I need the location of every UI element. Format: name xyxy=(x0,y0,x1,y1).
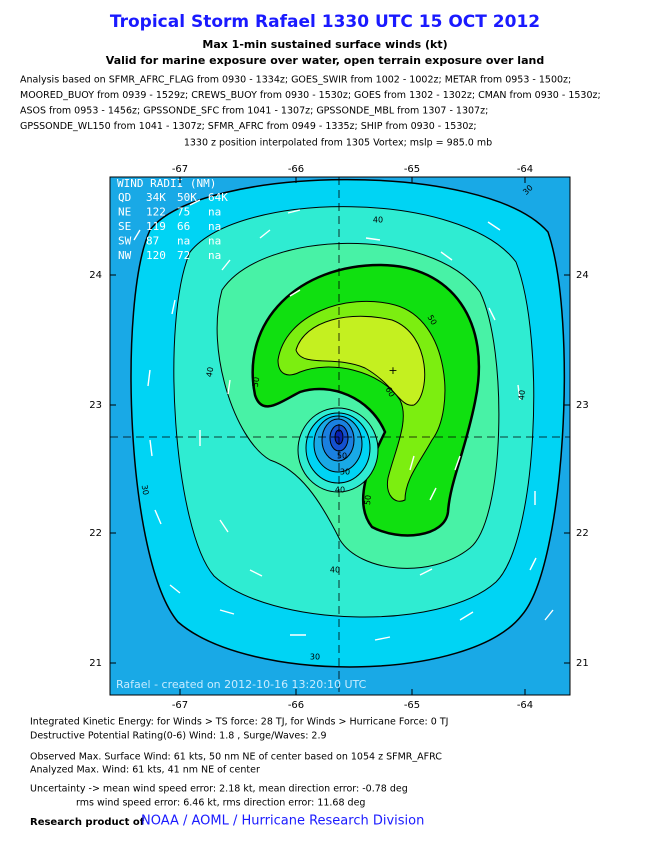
contour-label: 30 xyxy=(310,653,320,662)
footer-line: Analyzed Max. Wind: 61 kts, 41 nm NE of … xyxy=(30,765,260,776)
analysis-line: ASOS from 0953 - 1456z; GPSSONDE_SFC fro… xyxy=(20,106,488,117)
wind-vectors xyxy=(133,199,554,641)
wind-radii-cell: 120 xyxy=(146,249,166,262)
footer-line: Integrated Kinetic Energy: for Winds > T… xyxy=(30,717,448,728)
wind-radii-cell: 75 xyxy=(177,206,190,219)
title: Tropical Storm Rafael 1330 UTC 15 OCT 20… xyxy=(110,12,540,32)
wind-radii-cell: 34K xyxy=(146,191,166,204)
contour xyxy=(295,315,426,406)
contour-label: 50 xyxy=(251,376,262,388)
wind-radii-title: WIND RADII (NM) xyxy=(117,177,216,190)
wind-radii-cell: 50K xyxy=(177,191,197,204)
contour-label: 40 xyxy=(373,216,383,225)
footer-line: Uncertainty -> mean wind speed error: 2.… xyxy=(30,784,408,795)
axis-labels: -67 -67 -66 -66 -65 -65 -64 -64 24 24 23 23 22 22 21 21 xyxy=(89,164,588,711)
contour-label: 30 xyxy=(140,484,151,496)
position: 1330 z position interpolated from 1305 V… xyxy=(184,138,492,149)
wind-radii-cell: 119 xyxy=(146,220,166,233)
lon-label: -66 xyxy=(288,164,304,175)
analysis: Analysis based on SFMR_AFRC_FLAG from 09… xyxy=(20,75,601,133)
lat-label: 23 xyxy=(576,400,589,411)
lat-label: 23 xyxy=(89,400,102,411)
wind-radii-cell: na xyxy=(208,235,221,248)
research: Research product of xyxy=(30,817,145,828)
lon-label: -65 xyxy=(404,700,420,711)
contour-label: 40 xyxy=(330,566,340,575)
footer-line: Destructive Potential Rating(0-6) Wind: … xyxy=(30,731,327,742)
lon-label: -64 xyxy=(517,164,533,175)
contour-label: 40 xyxy=(517,390,527,401)
wind-radii-cell: NE xyxy=(118,206,131,219)
contour-label: 50 xyxy=(426,313,439,326)
wind-radii-cell: SW xyxy=(118,235,132,248)
wind-radii-cell: na xyxy=(208,249,221,262)
lat-label: 21 xyxy=(89,658,102,669)
map-frame xyxy=(109,176,571,696)
contour-label: 30 xyxy=(340,468,350,477)
contour-label: 50 xyxy=(363,495,373,506)
wind-radii-cell: NW xyxy=(118,249,132,262)
lon-label: -64 xyxy=(517,700,533,711)
lat-label: 22 xyxy=(576,528,589,539)
wind-radii-cell: QD xyxy=(118,191,131,204)
footer-line: Observed Max. Surface Wind: 61 kts, 50 n… xyxy=(30,752,442,763)
credit: Rafael - created on 2012-10-16 13:20:10 … xyxy=(116,678,367,691)
lon-label: -65 xyxy=(404,164,420,175)
lon-label: -67 xyxy=(172,700,188,711)
subtitle: Valid for marine exposure over water, op… xyxy=(106,54,544,67)
analysis-line: Analysis based on SFMR_AFRC_FLAG from 09… xyxy=(20,75,571,86)
center-lines xyxy=(110,177,570,695)
analysis-line: MOORED_BUOY from 0939 - 1529z; CREWS_BUO… xyxy=(20,90,601,101)
lat-label: 21 xyxy=(576,658,589,669)
lat-label: 24 xyxy=(576,270,589,281)
wind-radii-cell: SE xyxy=(118,220,131,233)
wind-radii-cell: 72 xyxy=(177,249,190,262)
max-wind-marker: + xyxy=(388,364,397,377)
wind-radii-cell: 64K xyxy=(208,191,228,204)
lon-label: -67 xyxy=(172,164,188,175)
wind-radii: WIND RADII (NM) QD 34K 50K 64K NE 122 75 na SE 11… xyxy=(117,177,228,262)
wind-radii-cell: na xyxy=(208,220,221,233)
lat-label: 22 xyxy=(89,528,102,539)
footer: Integrated Kinetic Energy: for Winds > T… xyxy=(30,717,448,809)
contour-label: 60 xyxy=(384,385,397,398)
wind-radii-cell: na xyxy=(208,206,221,219)
lat-label: 24 xyxy=(89,270,102,281)
contour-label: 40 xyxy=(335,486,345,495)
lon-label: -66 xyxy=(288,700,304,711)
contour-label: 50 xyxy=(337,452,347,461)
link[interactable]: NOAA / AOML / Hurricane Research Divisio… xyxy=(141,814,424,829)
footer-line: rms wind speed error: 6.46 kt, rms direc… xyxy=(76,798,365,809)
contour-label: 40 xyxy=(205,366,216,378)
subtitle: Max 1-min sustained surface winds (kt) xyxy=(202,38,447,51)
wind-radii-cell: 122 xyxy=(146,206,166,219)
wind-radii-cell: 66 xyxy=(177,220,190,233)
analysis-line: GPSSONDE_WL150 from 1041 - 1307z; SFMR_A… xyxy=(20,121,477,132)
wind-radii-cell: 87 xyxy=(146,235,159,248)
wind-radii-cell: na xyxy=(177,235,190,248)
